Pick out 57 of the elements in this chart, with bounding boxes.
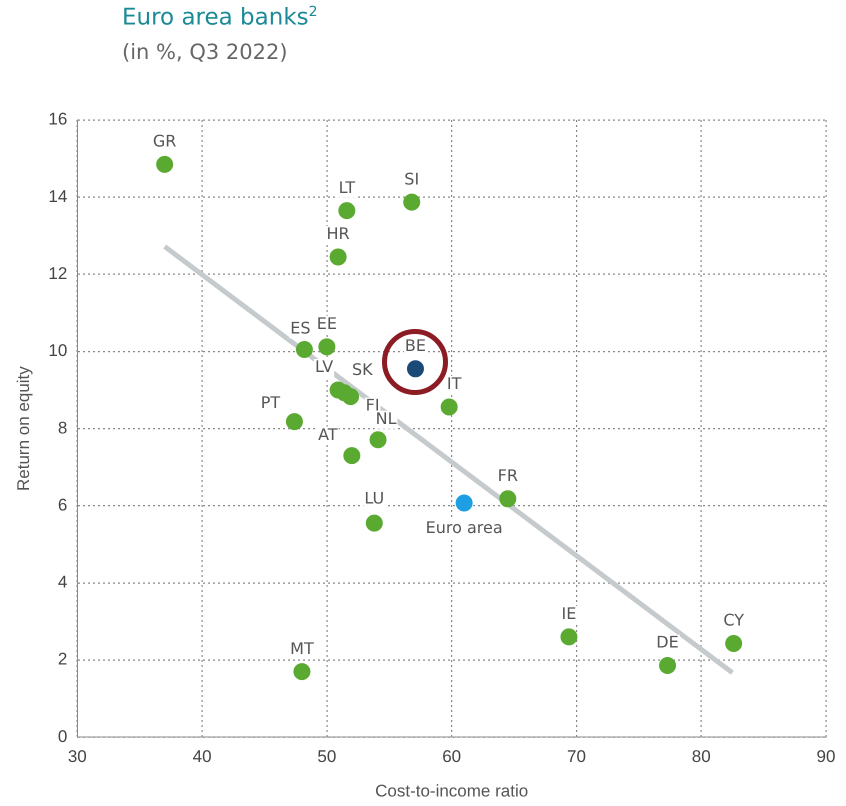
chart-subtitle: (in %, Q3 2022) — [122, 40, 288, 64]
series-label: DE — [656, 632, 679, 652]
point — [456, 494, 473, 512]
point — [560, 628, 578, 646]
series-label: PT — [260, 392, 280, 412]
series-label: SI — [404, 169, 420, 188]
series-label: GR — [152, 132, 176, 151]
x-tick-label: 40 — [192, 747, 212, 766]
y-tick-label: 16 — [48, 110, 68, 129]
point — [296, 341, 313, 358]
series-label: LU — [364, 488, 384, 508]
series-label: MT — [290, 638, 314, 658]
series-label: Euro area — [426, 518, 503, 538]
series-label: IE — [562, 604, 576, 624]
point — [343, 447, 360, 464]
x-tick-label: 60 — [442, 747, 462, 766]
point — [338, 202, 356, 220]
x-tick-label: 30 — [68, 747, 87, 766]
y-tick-label: 10 — [48, 341, 68, 360]
point — [403, 194, 420, 211]
y-tick-label: 12 — [48, 264, 68, 283]
point — [293, 663, 310, 680]
y-tick-label: 2 — [58, 650, 68, 669]
y-tick-label: 4 — [58, 572, 68, 592]
x-tick-label: 70 — [566, 747, 586, 766]
point — [318, 338, 336, 356]
x-tick-label: 80 — [692, 747, 711, 766]
point — [286, 413, 303, 430]
series-label: FR — [498, 466, 518, 485]
series-label: LT — [338, 178, 356, 197]
series-label: EE — [316, 314, 337, 333]
point — [370, 431, 387, 448]
series-label: AT — [318, 424, 338, 444]
series-label: IT — [446, 374, 462, 394]
x-tick-label: 50 — [317, 747, 336, 766]
point — [725, 634, 742, 652]
point — [366, 514, 383, 532]
point — [499, 490, 516, 508]
point — [659, 656, 676, 674]
point — [440, 398, 458, 416]
chart-title: Euro area banks$^{2}$ — [122, 4, 318, 31]
series-label: BE — [404, 336, 426, 355]
series-label: CY — [723, 610, 744, 630]
series-label: LV — [315, 357, 334, 376]
series-label: HR — [326, 224, 350, 244]
y-tick-label: 6 — [58, 495, 68, 514]
point — [156, 156, 174, 173]
series-label: NL — [376, 408, 397, 428]
y-tick-label: 14 — [48, 186, 68, 206]
y-tick-label: 8 — [58, 418, 68, 438]
series-label: SK — [352, 360, 374, 379]
point — [330, 248, 347, 266]
series-label: ES — [290, 318, 311, 338]
x-axis-title: Cost-to-income ratio — [375, 781, 528, 800]
y-axis-title: Return on equity — [14, 366, 33, 491]
x-tick-label: 90 — [816, 747, 836, 766]
y-tick-label: 0 — [58, 726, 68, 746]
